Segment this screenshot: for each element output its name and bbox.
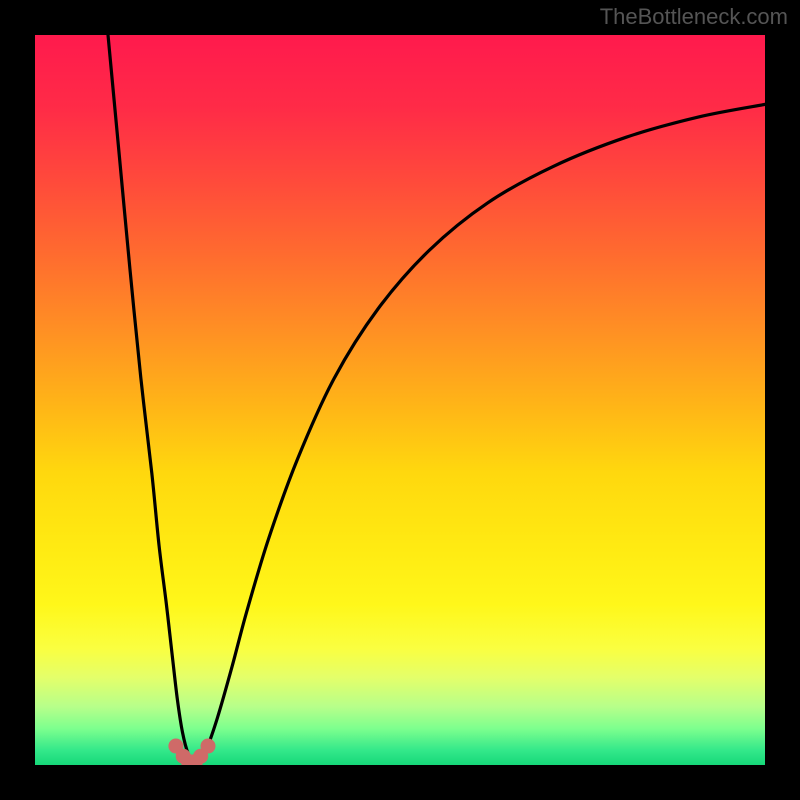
marker-point bbox=[201, 739, 215, 753]
watermark-text: TheBottleneck.com bbox=[600, 4, 788, 30]
curve-markers bbox=[169, 739, 215, 765]
plot-area bbox=[35, 35, 765, 765]
chart-container: TheBottleneck.com bbox=[0, 0, 800, 800]
curve-layer bbox=[35, 35, 765, 765]
bottleneck-curve bbox=[108, 35, 765, 763]
